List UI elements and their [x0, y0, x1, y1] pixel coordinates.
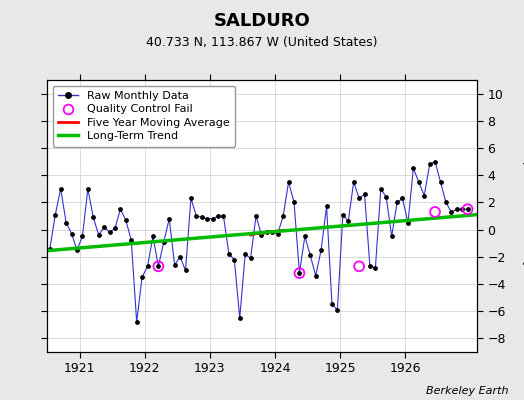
Point [431, 158, 439, 165]
Text: SALDURO: SALDURO [214, 12, 310, 30]
Point [219, 213, 227, 219]
Point [295, 270, 303, 276]
Point [355, 195, 363, 202]
Point [94, 232, 103, 238]
Point [160, 239, 168, 245]
Text: 40.733 N, 113.867 W (United States): 40.733 N, 113.867 W (United States) [146, 36, 378, 49]
Point [62, 220, 70, 226]
Point [68, 230, 76, 237]
Point [252, 213, 260, 219]
Point [187, 195, 195, 202]
Point [339, 212, 347, 218]
Point [409, 165, 418, 172]
Point [257, 232, 266, 238]
Point [463, 206, 472, 212]
Point [149, 233, 157, 240]
Point [317, 247, 325, 253]
Point [382, 194, 390, 200]
Point [170, 262, 179, 268]
Y-axis label: Temperature Anomaly (°C): Temperature Anomaly (°C) [522, 137, 524, 295]
Point [350, 179, 358, 185]
Point [404, 220, 412, 226]
Point [144, 263, 152, 270]
Point [209, 216, 217, 222]
Point [230, 256, 238, 263]
Point [442, 199, 450, 206]
Point [425, 161, 434, 168]
Point [198, 214, 206, 220]
Point [89, 214, 97, 220]
Point [133, 319, 141, 325]
Point [371, 264, 379, 271]
Point [138, 274, 146, 280]
Point [290, 199, 298, 206]
Point [100, 224, 108, 230]
Point [122, 217, 130, 223]
Point [241, 251, 249, 257]
Point [192, 213, 201, 219]
Point [181, 267, 190, 274]
Point [105, 229, 114, 236]
Point [268, 229, 277, 236]
Point [295, 270, 303, 276]
Point [154, 263, 162, 270]
Point [355, 263, 363, 270]
Point [154, 263, 162, 270]
Point [328, 301, 336, 308]
Point [263, 229, 271, 236]
Point [73, 247, 81, 253]
Point [111, 225, 119, 232]
Point [306, 252, 314, 259]
Point [165, 216, 173, 222]
Point [458, 206, 466, 212]
Point [398, 195, 407, 202]
Point [279, 213, 287, 219]
Legend: Raw Monthly Data, Quality Control Fail, Five Year Moving Average, Long-Term Tren: Raw Monthly Data, Quality Control Fail, … [53, 86, 235, 147]
Point [51, 212, 60, 218]
Point [322, 203, 331, 210]
Point [203, 216, 211, 222]
Point [333, 307, 342, 313]
Point [453, 206, 461, 212]
Point [463, 206, 472, 212]
Point [414, 179, 423, 185]
Point [436, 179, 445, 185]
Point [127, 237, 136, 244]
Point [116, 206, 125, 212]
Point [361, 191, 369, 198]
Point [57, 186, 65, 192]
Point [431, 209, 439, 215]
Point [393, 199, 401, 206]
Point [344, 218, 353, 225]
Point [387, 233, 396, 240]
Point [246, 255, 255, 261]
Point [377, 186, 385, 192]
Point [301, 233, 309, 240]
Point [274, 230, 282, 237]
Point [176, 254, 184, 260]
Point [46, 246, 54, 252]
Point [366, 263, 374, 270]
Point [420, 192, 429, 199]
Point [78, 233, 86, 240]
Point [285, 179, 293, 185]
Point [447, 209, 455, 215]
Point [312, 273, 320, 279]
Point [84, 186, 92, 192]
Point [236, 315, 244, 321]
Point [214, 213, 222, 219]
Point [225, 251, 233, 257]
Text: Berkeley Earth: Berkeley Earth [426, 386, 508, 396]
